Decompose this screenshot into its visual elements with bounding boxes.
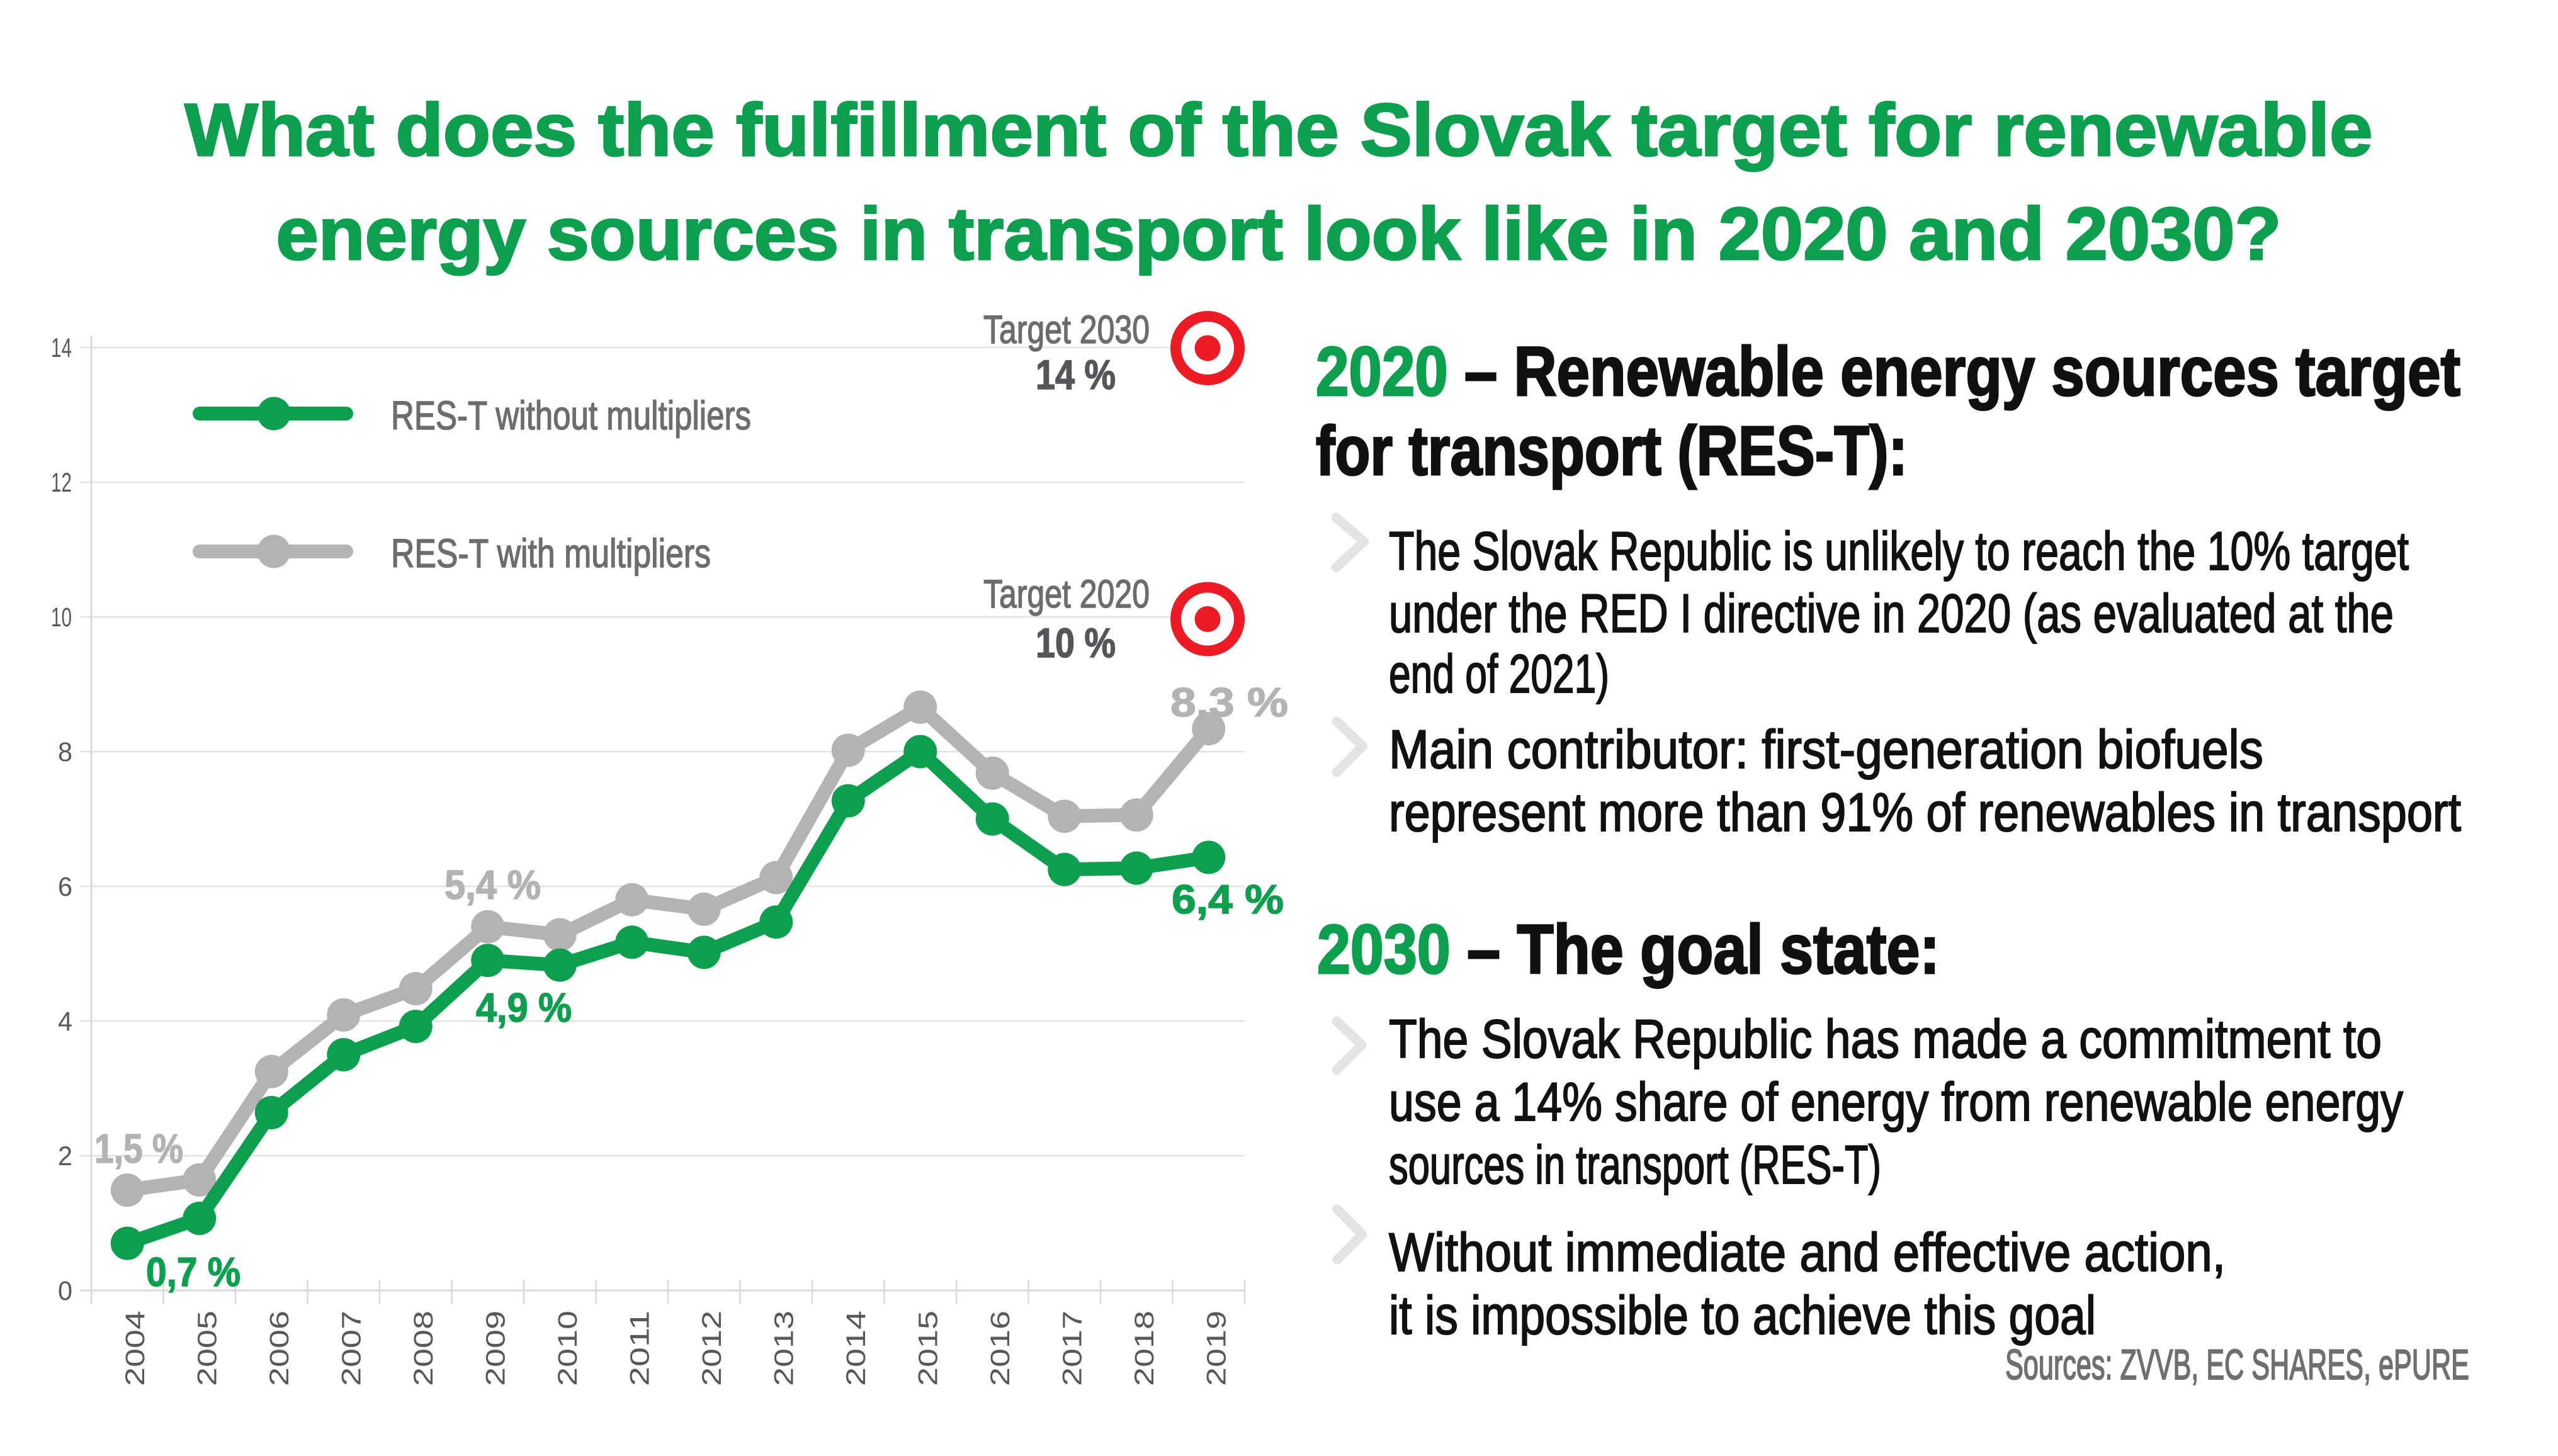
svg-text:use a 14% share of energy from: use a 14% share of energy from renewable… <box>1389 1072 2403 1132</box>
svg-text:2008: 2008 <box>409 1311 439 1386</box>
svg-text:4: 4 <box>58 1007 72 1037</box>
svg-text:2014: 2014 <box>841 1311 871 1386</box>
svg-text:Target 2030: Target 2030 <box>983 308 1150 352</box>
svg-text:The Slovak Republic has made a: The Slovak Republic has made a commitmen… <box>1389 1009 2382 1069</box>
svg-text:2010: 2010 <box>553 1311 583 1386</box>
svg-text:2013: 2013 <box>769 1311 800 1386</box>
svg-text:2019: 2019 <box>1202 1311 1232 1386</box>
svg-text:represent more than 91% of ren: represent more than 91% of renewables in… <box>1389 782 2461 843</box>
svg-text:energy sources in transport lo: energy sources in transport look like in… <box>276 193 2282 276</box>
svg-text:end of 2021): end of 2021) <box>1389 644 1609 704</box>
svg-text:What does the fulfillment of t: What does the fulfillment of the Slovak … <box>185 89 2373 172</box>
svg-text:2018: 2018 <box>1129 1311 1160 1386</box>
svg-text:2011: 2011 <box>625 1311 655 1386</box>
svg-text:10 %: 10 % <box>1036 619 1116 666</box>
svg-text:sources in transport (RES-T): sources in transport (RES-T) <box>1389 1135 1881 1195</box>
svg-text:2012: 2012 <box>697 1311 727 1386</box>
svg-text:8: 8 <box>58 737 72 767</box>
svg-text:Sources: ZVVB, EC SHARES, ePUR: Sources: ZVVB, EC SHARES, ePURE <box>2005 1341 2469 1389</box>
svg-text:it is impossible to achieve th: it is impossible to achieve this goal <box>1389 1285 2096 1346</box>
svg-text:14: 14 <box>51 333 72 363</box>
svg-text:2004: 2004 <box>120 1311 150 1386</box>
svg-text:2016: 2016 <box>985 1311 1016 1386</box>
svg-text:2006: 2006 <box>264 1311 295 1386</box>
svg-text:RES-T with multipliers: RES-T with multipliers <box>391 531 711 576</box>
svg-text:Without immediate and effectiv: Without immediate and effective action, <box>1389 1222 2226 1283</box>
svg-text:2007: 2007 <box>337 1311 367 1386</box>
svg-text:RES-T without multipliers: RES-T without multipliers <box>391 393 751 438</box>
svg-text:under the RED I directive in 2: under the RED I directive in 2020 (as ev… <box>1389 584 2394 644</box>
svg-text:2020 – Renewable energy source: 2020 – Renewable energy sources target <box>1316 333 2460 410</box>
svg-text:12: 12 <box>51 468 72 498</box>
svg-text:14 %: 14 % <box>1036 351 1116 398</box>
svg-text:The Slovak Republic is unlikel: The Slovak Republic is unlikely to reach… <box>1389 521 2409 582</box>
svg-text:1,5 %: 1,5 % <box>94 1126 183 1171</box>
svg-text:2: 2 <box>58 1141 72 1171</box>
svg-text:6,4 %: 6,4 % <box>1172 876 1284 922</box>
svg-text:5,4 %: 5,4 % <box>444 862 541 908</box>
svg-text:2015: 2015 <box>914 1311 944 1386</box>
svg-text:8,3 %: 8,3 % <box>1170 679 1288 725</box>
svg-text:0,7 %: 0,7 % <box>146 1249 241 1295</box>
svg-text:2005: 2005 <box>193 1311 223 1386</box>
svg-text:Main contributor: first-genera: Main contributor: first-generation biofu… <box>1389 720 2263 780</box>
svg-text:0: 0 <box>58 1276 72 1306</box>
svg-text:2009: 2009 <box>481 1311 511 1386</box>
svg-text:Target 2020: Target 2020 <box>983 572 1150 616</box>
svg-text:6: 6 <box>58 872 72 902</box>
svg-text:for transport (RES-T):: for transport (RES-T): <box>1316 412 1908 490</box>
svg-text:4,9 %: 4,9 % <box>476 985 572 1030</box>
svg-text:2030 – The goal state:: 2030 – The goal state: <box>1317 911 1940 988</box>
svg-text:10: 10 <box>51 602 72 633</box>
svg-text:2017: 2017 <box>1058 1311 1088 1386</box>
